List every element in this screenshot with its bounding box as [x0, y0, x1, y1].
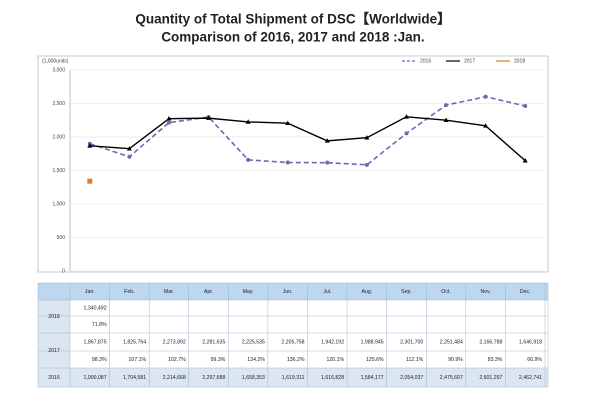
table-ratio-cell: 90.9%: [448, 357, 463, 363]
point: [324, 138, 330, 143]
table-ratio-cell: 99.3%: [211, 357, 226, 363]
table-value-cell: 1,900,087: [84, 375, 107, 381]
table-value-cell: 1,658,353: [242, 375, 265, 381]
table-value-cell: 2,273,892: [163, 339, 186, 345]
table-value-cell: 2,601,297: [479, 375, 502, 381]
table-row-label: 2018: [48, 314, 60, 320]
table-value-cell: 2,297,688: [202, 375, 225, 381]
table-value-cell: 1,619,311: [282, 375, 305, 381]
table-header-cell: Nov.: [480, 289, 490, 295]
table-ratio-cell: 102.7%: [168, 357, 186, 363]
table-value-cell: 2,054,037: [400, 375, 423, 381]
table-row-label-column: [38, 300, 70, 387]
table-value-cell: 2,301,700: [400, 339, 423, 345]
y-tick-label: 1,000: [52, 201, 65, 207]
table-header-cell: Jun.: [283, 289, 293, 295]
y-tick-label: 3,000: [52, 67, 65, 73]
table-ratio-cell: 66.9%: [527, 357, 542, 363]
table-value-cell: 1,340,492: [84, 305, 107, 311]
table-value-cell: 2,475,607: [440, 375, 463, 381]
table-ratio-cell: 134.2%: [247, 357, 265, 363]
table-value-cell: 1,867,875: [84, 339, 107, 345]
point: [404, 131, 409, 136]
point: [87, 178, 93, 184]
y-tick-label: 1,500: [52, 168, 65, 174]
table-ratio-cell: 98.3%: [92, 357, 107, 363]
table-value-cell: 2,462,741: [519, 375, 542, 381]
table-header-cell: Feb.: [124, 289, 134, 295]
table-value-cell: 2,166,788: [479, 339, 502, 345]
table-header: [38, 283, 548, 300]
table-header-cell: Aug.: [362, 289, 373, 295]
table-header-cell: Jul.: [323, 289, 331, 295]
table-value-cell: 2,225,535: [242, 339, 265, 345]
point: [246, 157, 251, 162]
table-row-label: 2016: [48, 375, 60, 381]
point: [166, 120, 171, 125]
point: [483, 123, 489, 128]
point: [523, 103, 528, 108]
point: [443, 117, 449, 122]
table-ratio-cell: 136.2%: [287, 357, 305, 363]
table-row-label: 2017: [48, 348, 60, 354]
table-header-cell: Dec.: [520, 289, 531, 295]
table-value-cell: 1,704,581: [123, 375, 146, 381]
table-value-cell: 1,616,828: [321, 375, 344, 381]
point: [403, 114, 409, 119]
table-header-cell: Mar.: [164, 289, 174, 295]
point: [364, 135, 370, 140]
chart-subtitle: Comparison of 2016, 2017 and 2018 :Jan.: [161, 30, 424, 45]
point: [245, 119, 251, 124]
table-value-cell: 1,988,945: [361, 339, 384, 345]
table-ratio-cell: 71.8%: [92, 322, 107, 328]
legend-label: 2017: [464, 58, 475, 64]
table-ratio-cell: 112.1%: [406, 357, 424, 363]
table-ratio-cell: 120.1%: [326, 357, 344, 363]
y-tick-label: 0: [62, 268, 65, 274]
point: [166, 116, 172, 121]
point: [364, 162, 369, 167]
point: [285, 160, 290, 165]
table-value-cell: 1,825,764: [123, 339, 146, 345]
table-value-cell: 2,214,668: [163, 375, 186, 381]
chart-frame: [37, 55, 549, 273]
point: [206, 115, 212, 120]
table-value-cell: 2,251,484: [440, 339, 463, 345]
table-ratio-cell: 125.6%: [366, 357, 384, 363]
series-line: [89, 95, 526, 166]
point: [444, 103, 449, 108]
chart-title: Quantity of Total Shipment of DSC【Worldw…: [135, 12, 450, 27]
y-tick-label: 500: [57, 235, 66, 241]
table-header-cell: Jan.: [85, 289, 95, 295]
point: [127, 154, 132, 159]
table-header-cell: Apr.: [204, 289, 213, 295]
table-value-cell: 1,942,192: [321, 339, 344, 345]
point: [87, 143, 93, 148]
table-ratio-cell: 107.1%: [129, 357, 147, 363]
y-tick-label: 2,000: [52, 134, 65, 140]
table-value-cell: 1,584,177: [361, 375, 384, 381]
point: [483, 94, 488, 99]
table-header-cell: May.: [243, 289, 254, 295]
legend-label: 2016: [420, 58, 431, 64]
table-header-cell: Sep.: [401, 289, 412, 295]
y-tick-label: 2,500: [52, 101, 65, 107]
table-ratio-cell: 83.3%: [488, 357, 503, 363]
table-value-cell: 1,646,918: [519, 339, 542, 345]
point: [325, 160, 330, 165]
point: [285, 120, 291, 126]
legend-label: 2018: [514, 58, 525, 64]
table-value-cell: 2,281,635: [202, 339, 225, 345]
series-line: [89, 116, 526, 162]
point: [522, 158, 528, 163]
table-header-cell: Oct.: [441, 289, 451, 295]
table-row-band: [70, 368, 548, 387]
y-axis-label: (1,000units): [42, 58, 69, 64]
point: [126, 146, 132, 151]
table-value-cell: 2,205,758: [281, 339, 304, 345]
